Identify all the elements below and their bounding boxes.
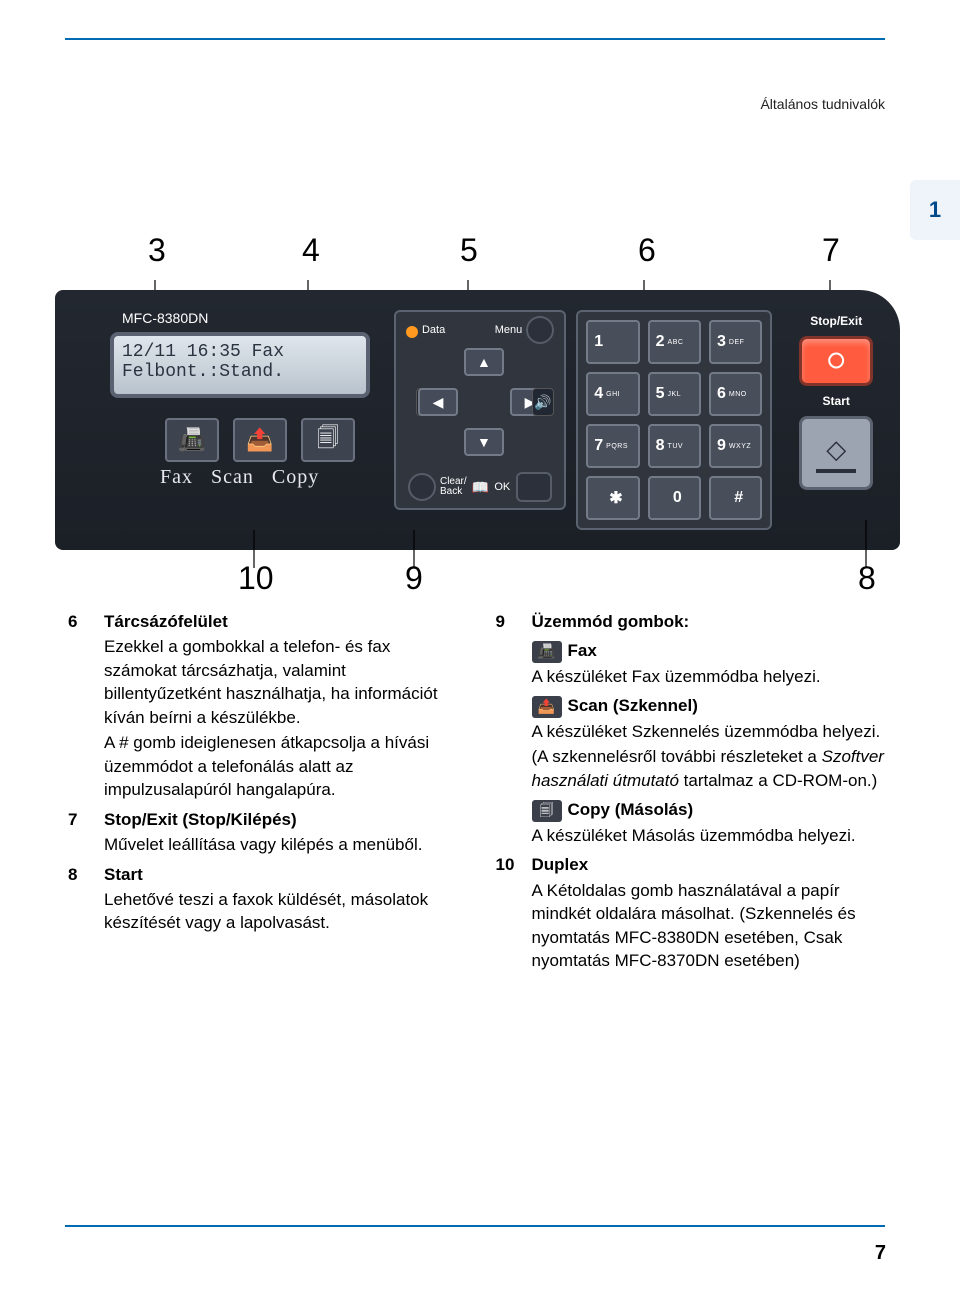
copy-mode-name: Copy (Másolás)	[568, 800, 694, 819]
item10-title: Duplex	[532, 853, 894, 876]
clear-button[interactable]	[408, 473, 436, 501]
scan-desc2-c: tartalmaz a CD-ROM-on.)	[679, 771, 877, 790]
copy-mode-desc: A készüléket Másolás üzemmódba helyezi.	[532, 824, 894, 847]
down-arrow-button[interactable]: ▼	[464, 428, 504, 456]
scan-mode-row: 📤 Scan (Szkennel)	[532, 694, 894, 718]
volume-up-icon[interactable]: 🔊	[532, 388, 554, 416]
copy-mode-row: 🗐 Copy (Másolás)	[532, 798, 894, 822]
scan-icon: 📤	[532, 696, 562, 718]
mode-buttons: 📠 📤 🗐	[165, 418, 384, 462]
footer-rule	[65, 1225, 885, 1227]
fax-icon: 📠	[532, 641, 562, 663]
key-6[interactable]: 6MNO	[709, 372, 762, 416]
data-led	[406, 326, 418, 338]
lcd-screen: 12/11 16:35 Fax Felbont.:Stand.	[110, 332, 370, 398]
callout-4: 4	[302, 232, 320, 269]
key-4[interactable]: 4GHI	[586, 372, 639, 416]
key-0[interactable]: 0	[648, 476, 701, 520]
key-1[interactable]: 1	[586, 320, 639, 364]
item7-body: Művelet leállítása vagy kilépés a menübő…	[104, 833, 422, 856]
item7-title: Stop/Exit (Stop/Kilépés)	[104, 808, 422, 831]
callout-6: 6	[638, 232, 656, 269]
lcd-block: MFC-8380DN 12/11 16:35 Fax Felbont.:Stan…	[110, 310, 384, 489]
left-column: 6 Tárcsázófelület Ezekkel a gombokkal a …	[68, 610, 466, 979]
key-7[interactable]: 7PQRS	[586, 424, 639, 468]
item6-num: 6	[68, 610, 96, 802]
right-column: 9 Üzemmód gombok: 📠 Fax A készüléket Fax …	[496, 610, 894, 979]
item8-title: Start	[104, 863, 466, 886]
description-columns: 6 Tárcsázófelület Ezekkel a gombokkal a …	[68, 610, 893, 979]
start-label: Start	[823, 394, 850, 408]
up-arrow-button[interactable]: ▲	[464, 348, 504, 376]
back-label: Back	[440, 487, 467, 497]
navigation-cluster: Data Menu 🔈 ▲ ◀ ▶ ▼ 🔊 Clear/ Back 📖	[394, 310, 566, 510]
page-number: 7	[875, 1242, 886, 1265]
fax-mode-name: Fax	[568, 641, 597, 660]
item6-title: Tárcsázófelület	[104, 610, 466, 633]
key-3[interactable]: 3DEF	[709, 320, 762, 364]
start-button[interactable]: ◇	[799, 416, 873, 490]
fax-mode-row: 📠 Fax	[532, 639, 894, 663]
mode-labels: Fax Scan Copy	[160, 466, 384, 489]
scan-mode-name: Scan (Szkennel)	[568, 696, 698, 715]
item7-num: 7	[68, 808, 96, 857]
item10-body: A Kétoldalas gomb használatával a papír …	[532, 879, 894, 973]
top-rule	[65, 38, 885, 40]
key-8[interactable]: 8TUV	[648, 424, 701, 468]
item9-title: Üzemmód gombok:	[532, 610, 690, 633]
stop-start-cluster: Stop/Exit ⭘ Start ◇	[782, 310, 890, 490]
device-panel: MFC-8380DN 12/11 16:35 Fax Felbont.:Stan…	[55, 290, 900, 550]
scan-mode-desc1: A készüléket Szkennelés üzemmódba helyez…	[532, 720, 894, 743]
callout-5: 5	[460, 232, 478, 269]
data-label: Data	[422, 324, 445, 336]
copy-mode-button[interactable]: 🗐	[301, 418, 355, 462]
key-5[interactable]: 5JKL	[648, 372, 701, 416]
running-header: Általános tudnivalók	[760, 96, 885, 112]
scan-mode-desc2: (A szkennelésről további részleteket a S…	[532, 745, 894, 792]
stop-button[interactable]: ⭘	[799, 336, 873, 386]
dial-keypad: 1 2ABC 3DEF 4GHI 5JKL 6MNO 7PQRS 8TUV 9W…	[576, 310, 772, 530]
stopexit-label: Stop/Exit	[810, 314, 862, 328]
callout-7: 7	[822, 232, 840, 269]
fax-mode-desc: A készüléket Fax üzemmódba helyezi.	[532, 665, 894, 688]
item9-num: 9	[496, 610, 524, 633]
fax-mode-button[interactable]: 📠	[165, 418, 219, 462]
lcd-line-2: Felbont.:Stand.	[122, 362, 358, 382]
menu-button[interactable]	[526, 316, 554, 344]
copy-mode-label: Copy	[272, 466, 319, 489]
scan-mode-button[interactable]: 📤	[233, 418, 287, 462]
menu-label: Menu	[495, 324, 523, 336]
callout-9: 9	[405, 560, 423, 597]
callout-3: 3	[148, 232, 166, 269]
scan-desc2-a: (A szkennelésről további részleteket a	[532, 747, 822, 766]
item8-num: 8	[68, 863, 96, 935]
fax-mode-label: Fax	[160, 466, 193, 489]
callout-10: 10	[238, 560, 274, 597]
key-star[interactable]: ✱	[586, 476, 639, 520]
copy-icon: 🗐	[532, 800, 562, 822]
callout-8: 8	[858, 560, 876, 597]
scan-mode-label: Scan	[211, 466, 254, 489]
item8-body: Lehetővé teszi a faxok küldését, másolat…	[104, 888, 466, 935]
item6-body2: A # gomb ideiglenesen átkapcsolja a hívá…	[104, 731, 466, 801]
key-9[interactable]: 9WXYZ	[709, 424, 762, 468]
item10-num: 10	[496, 853, 524, 972]
item6-body1: Ezekkel a gombokkal a telefon- és fax sz…	[104, 635, 466, 729]
key-hash[interactable]: #	[709, 476, 762, 520]
key-2[interactable]: 2ABC	[648, 320, 701, 364]
dpad: 🔈 ▲ ◀ ▶ ▼ 🔊	[418, 348, 552, 458]
chapter-tab: 1	[910, 180, 960, 240]
lcd-line-1: 12/11 16:35 Fax	[122, 342, 358, 362]
ok-button[interactable]	[516, 472, 552, 502]
left-arrow-button[interactable]: ◀	[418, 388, 458, 416]
model-label: MFC-8380DN	[122, 310, 384, 326]
ok-label: OK	[494, 481, 510, 493]
